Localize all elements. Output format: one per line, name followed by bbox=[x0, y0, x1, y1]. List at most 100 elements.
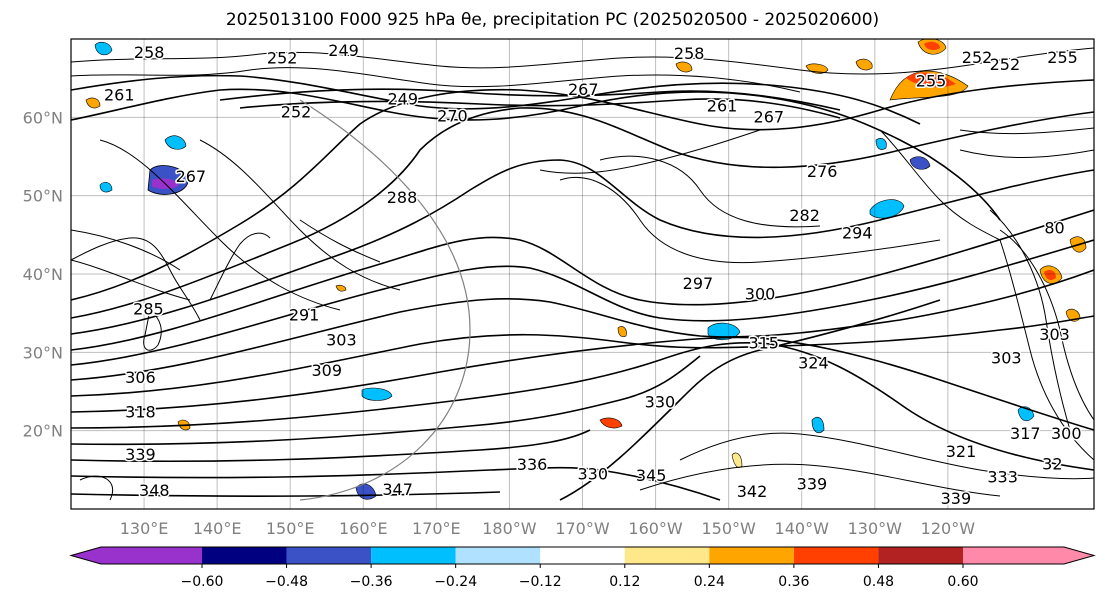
lat-label: 30°N bbox=[23, 343, 63, 362]
contour-label: 347 bbox=[382, 480, 413, 499]
contour-label: 252 bbox=[267, 49, 298, 68]
map-title: 2025013100 F000 925 hPa θe, precipitatio… bbox=[225, 10, 880, 30]
colorbar-segment bbox=[540, 547, 625, 564]
colorbar-tick-label: 0.36 bbox=[778, 574, 809, 590]
lon-label: 170°W bbox=[555, 519, 610, 538]
contour-label: 249 bbox=[387, 89, 418, 108]
lon-label: 170°E bbox=[412, 519, 461, 538]
contour-label: 252 bbox=[281, 103, 312, 122]
contour-label: 300 bbox=[745, 284, 776, 303]
contour-label: 317 bbox=[1010, 424, 1041, 443]
lon-label: 150°E bbox=[266, 519, 315, 538]
lat-label: 50°N bbox=[23, 187, 63, 206]
colorbar-tick-label: −0.12 bbox=[519, 574, 562, 590]
lon-label: 120°W bbox=[921, 519, 976, 538]
contour-label: 252 bbox=[990, 55, 1021, 74]
contour-label: 267 bbox=[754, 107, 785, 126]
contour-label: 303 bbox=[1039, 325, 1070, 344]
lon-label: 160°W bbox=[628, 519, 683, 538]
contour-label: 330 bbox=[577, 465, 608, 484]
contour-label: 342 bbox=[737, 482, 768, 501]
contour-label: 330 bbox=[645, 392, 676, 411]
contour-label: 261 bbox=[707, 96, 738, 115]
colorbar-segment bbox=[286, 547, 372, 564]
contour-label: 300 bbox=[1051, 424, 1082, 443]
colorbar-segment bbox=[371, 547, 456, 564]
theta-e-contours bbox=[71, 47, 1094, 501]
contour-label: 267 bbox=[176, 167, 207, 186]
contour-label: 339 bbox=[941, 489, 972, 508]
colorbar-extend-low bbox=[71, 547, 101, 564]
lon-label: 140°W bbox=[775, 519, 830, 538]
contour-label: 315 bbox=[748, 334, 779, 353]
contour-label: 255 bbox=[916, 71, 947, 90]
lon-label: 130°W bbox=[848, 519, 903, 538]
plot-frame bbox=[70, 38, 1095, 510]
contour-label: 276 bbox=[807, 162, 838, 181]
contour-label: 336 bbox=[517, 455, 548, 474]
contour-label: 252 bbox=[962, 48, 993, 67]
contour-label: 258 bbox=[674, 44, 705, 63]
colorbar-segment bbox=[455, 547, 541, 564]
lon-label: 180°W bbox=[482, 519, 537, 538]
colorbar-tick-label: −0.36 bbox=[350, 574, 393, 590]
colorbar-tick-label: 0.24 bbox=[694, 574, 725, 590]
lon-label: 160°E bbox=[339, 519, 388, 538]
contour-label: 303 bbox=[326, 331, 357, 350]
contour-label: 282 bbox=[789, 206, 820, 225]
latitude-labels: 20°N 30°N 40°N 50°N 60°N bbox=[23, 108, 63, 440]
contour-label: 255 bbox=[1047, 48, 1078, 67]
colorbar-segment bbox=[101, 547, 202, 564]
contour-label: 321 bbox=[946, 442, 977, 461]
colorbar-extend-high bbox=[1064, 547, 1094, 564]
lon-label: 140°E bbox=[193, 519, 242, 538]
contour-label: 80 bbox=[1044, 219, 1064, 238]
contour-label: 270 bbox=[437, 107, 468, 126]
colorbar-tick-label: −0.60 bbox=[181, 574, 224, 590]
colorbar-outline bbox=[69, 546, 1096, 565]
contour-label: 306 bbox=[125, 368, 156, 387]
coastlines bbox=[71, 129, 1094, 501]
contour-label: 288 bbox=[387, 188, 418, 207]
contour-label: 339 bbox=[797, 475, 828, 494]
contour-label: 267 bbox=[568, 80, 599, 99]
contour-label: 32 bbox=[1042, 454, 1062, 473]
contour-label: 249 bbox=[328, 41, 359, 60]
contour-label: 297 bbox=[683, 274, 714, 293]
colorbar-tick-label: −0.24 bbox=[434, 574, 477, 590]
lat-label: 60°N bbox=[23, 108, 63, 127]
colorbar-segment bbox=[202, 547, 287, 564]
longitude-labels: 130°E 140°E 150°E 160°E 170°E 180°W 170°W 160°W… bbox=[120, 519, 975, 538]
colorbar-tick-label: 0.48 bbox=[863, 574, 894, 590]
contour-label: 258 bbox=[134, 43, 165, 62]
contour-label: 285 bbox=[133, 299, 164, 318]
colorbar-tick-label: 0.12 bbox=[609, 574, 640, 590]
projection-arc bbox=[299, 99, 471, 501]
colorbar-segment bbox=[709, 547, 794, 564]
contour-label: 309 bbox=[311, 361, 342, 380]
contour-label: 291 bbox=[289, 306, 320, 325]
contour-label: 318 bbox=[125, 403, 156, 422]
colorbar-segment bbox=[878, 547, 963, 564]
lon-label: 150°W bbox=[701, 519, 756, 538]
colorbar-tick-label: −0.48 bbox=[265, 574, 308, 590]
contour-label: 333 bbox=[987, 468, 1018, 487]
lat-label: 20°N bbox=[23, 422, 63, 441]
contour-label: 261 bbox=[104, 85, 135, 104]
colorbar-segment bbox=[963, 547, 1064, 564]
colorbar-segment bbox=[624, 547, 710, 564]
colorbar: −0.60 −0.48 −0.36 −0.24 −0.12 0.12 0.24 0.36 0.4… bbox=[69, 546, 1096, 590]
contour-label: 303 bbox=[991, 349, 1022, 368]
graticule bbox=[71, 39, 1094, 509]
lat-label: 40°N bbox=[23, 265, 63, 284]
contour-label: 345 bbox=[636, 466, 667, 485]
contour-label: 339 bbox=[125, 445, 156, 464]
colorbar-segment bbox=[793, 547, 879, 564]
lon-label: 130°E bbox=[120, 519, 169, 538]
colorbar-tick-label: 0.60 bbox=[947, 574, 978, 590]
contour-label: 294 bbox=[842, 223, 873, 242]
contour-label: 324 bbox=[798, 353, 829, 372]
contour-label: 348 bbox=[139, 481, 170, 500]
